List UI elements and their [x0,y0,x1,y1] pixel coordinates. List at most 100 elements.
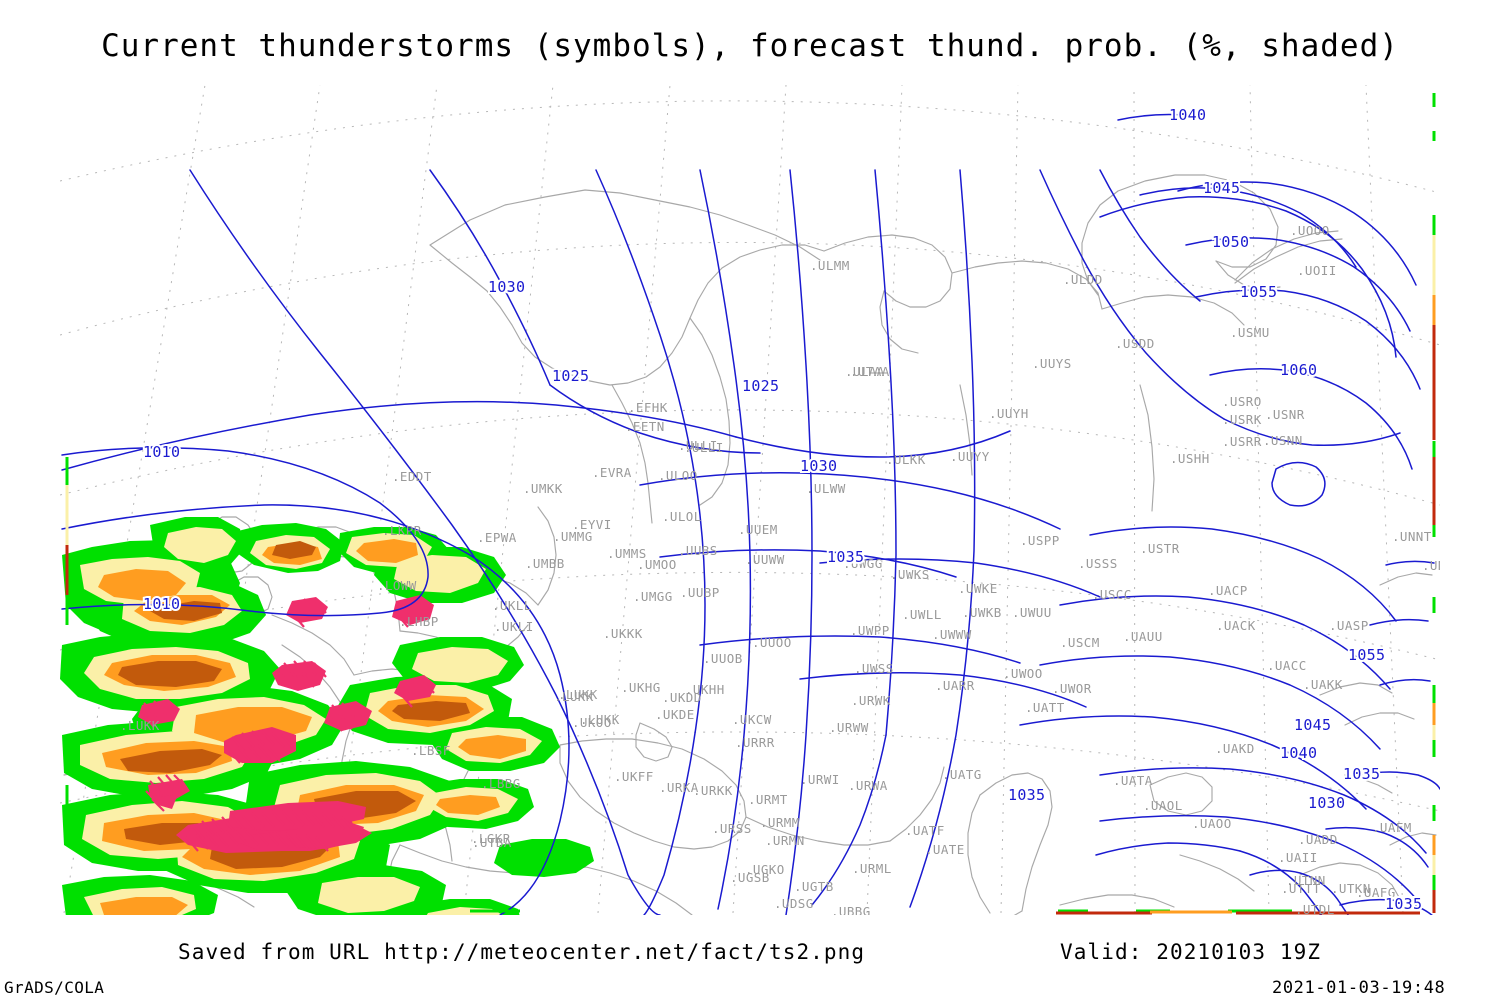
station-label: .UUEM [738,522,778,537]
station-label: .UMBB [525,556,565,571]
producer-text: GrADS/COLA [4,978,105,997]
station-label: .UGSB [730,870,770,885]
station-label: .ULKK [886,452,926,467]
station-label: .ULMM [810,258,850,273]
station-label: .ULLI [684,440,724,455]
station-label: .UWOR [1052,681,1092,696]
station-label: .UAUU [1123,629,1163,644]
station-label: .USRO [1222,394,1262,409]
isobar-label-halo: 1040 [1280,744,1317,762]
station-label: .URSS [712,821,752,836]
isobar-label: 1030 [1308,794,1345,812]
isobar-label: 1040 [1280,744,1317,762]
isobar-label: 1035 [827,548,864,566]
isobar-label-halo: 1050 [1212,233,1249,251]
isobar-label: 1050 [1212,233,1249,251]
isobar-label-halo: 1010 [143,443,180,461]
isobar-label-halo: 1045 [1294,716,1331,734]
station-label: .UWKB [962,605,1002,620]
isobar-label: 1055 [1240,283,1277,301]
station-label: .EDDT [392,469,432,484]
station-label: .UUWW [745,552,785,567]
thunderstorm-symbols [138,595,436,853]
isobar-label: 1045 [1294,716,1331,734]
isobars [61,113,1440,915]
isobar-label-halo: 1030 [800,457,837,475]
station-label: .UKDE [655,707,695,722]
isobar-label: 1025 [742,377,779,395]
station-label: .URMM [760,815,800,830]
station-label: .URMN [765,833,805,848]
saved-url-text: Saved from URL http://meteocenter.net/fa… [178,940,866,964]
map-canvas[interactable]: .EDDT .EFHK .EETN .EVRA .EYVI .EPWA .LKPR .LOWW… [0,85,1500,915]
station-label: .UNBB [1422,558,1462,573]
station-label: .UUYS [1032,356,1072,371]
isobar-label: 1060 [1280,361,1317,379]
station-label: .URRR [735,735,775,750]
station-label: .ULLI [678,438,718,453]
station-label: .LUKK [120,718,160,733]
isobar-label: 1035 [1343,765,1380,783]
station-label: .UAOL [1143,798,1183,813]
station-label: .LBSF [411,743,451,758]
station-label: .UKKK [603,626,643,641]
station-label: .LUKK [554,689,594,704]
station-label: .UKOO [572,715,612,730]
station-label: .UATT [1025,700,1065,715]
station-label: .EETN [625,419,665,434]
station-label: .URWW [829,720,869,735]
isobar-label: 1030 [488,278,525,296]
station-label: .UWLL [902,607,942,622]
station-label: .USDD [1115,336,1155,351]
station-label: .URKA [659,780,699,795]
station-label: .UKLL [492,598,532,613]
station-label: .USCC [1092,587,1132,602]
station-label: .USCM [1060,635,1100,650]
station-label: .URKK [693,783,733,798]
station-label: .URML [852,861,892,876]
station-label: .UACP [1208,583,1248,598]
station-label: .UUBP [680,585,720,600]
station-label: .UATG [942,767,982,782]
isobar-label: 1045 [1203,179,1240,197]
station-label: .LUKK [580,712,620,727]
weather-map[interactable]: .EDDT .EFHK .EETN .EVRA .EYVI .EPWA .LKPR .LOWW… [0,85,1500,915]
station-label: .LGKR [471,831,511,846]
coastlines [63,174,1437,915]
station-label: .UASP [1329,618,1369,633]
station-label: .UWUU [1012,605,1052,620]
station-label: .UTNN [1286,873,1326,888]
isobar-label-halo: 1035 [1008,786,1045,804]
station-label: .UATF [905,823,945,838]
station-label: .UAFM [1372,820,1412,835]
isobar-label: 1035 [1385,895,1422,913]
isobar-label: 1040 [1169,106,1206,124]
station-label: .UAII [1278,850,1318,865]
station-label: .UWSS [854,661,894,676]
station-label: .LKPR [382,523,422,538]
station-label: .UKHH [685,682,725,697]
edge-shading-ticks [65,93,1436,915]
isobar-label-halo: 1010 [143,595,180,613]
station-label: .UDSG [774,896,814,911]
station-label: .UWWW [932,627,972,642]
station-label: .ULAA [845,364,885,379]
station-label: .UMGG [633,589,673,604]
station-label: .LOWW [377,578,417,593]
graticule [60,85,1440,914]
station-label: .UWOO [1003,666,1043,681]
station-label: .UKLI [494,619,534,634]
station-label: .UUOO [752,635,792,650]
station-label: .USSS [1078,556,1118,571]
isobar-label-halo: 1040 [1169,106,1206,124]
station-label: .UGKO [745,862,785,877]
station-label: .UMMG [553,529,593,544]
station-label: .EYVI [572,517,612,532]
station-label: .UUYH [989,406,1029,421]
station-label: .EPWA [477,530,517,545]
station-label: .UMKK [523,481,563,496]
station-label: .UKDD [662,690,702,705]
isobar-label: 1030 [800,457,837,475]
isobar-label: 1055 [1348,646,1385,664]
isobar-label-halo: 1025 [552,367,589,385]
